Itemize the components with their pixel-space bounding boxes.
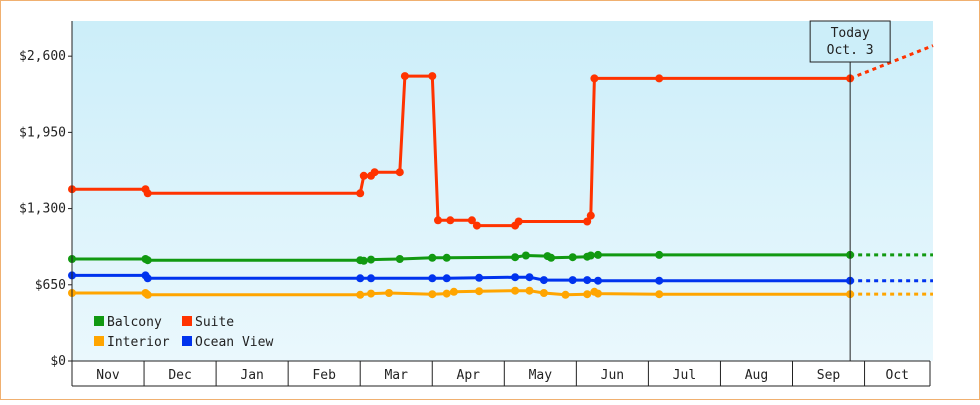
ocean-view-series-line [72,273,851,283]
x-tick-label: Mar [384,368,408,383]
today-date-label: Oct. 3 [827,43,874,58]
ocean-view-data-point[interactable] [539,276,548,285]
balcony-data-point[interactable] [442,253,451,262]
interior-data-point[interactable] [449,287,458,296]
x-tick-label: May [529,368,553,383]
suite-data-point[interactable] [370,168,379,177]
balcony-data-point[interactable] [428,253,437,262]
suite-data-point[interactable] [400,72,409,81]
balcony-data-point[interactable] [521,251,530,260]
interior-data-point[interactable] [594,289,602,298]
ocean-view-data-point[interactable] [143,274,152,283]
suite-data-point[interactable] [359,171,368,180]
legend-label-interior[interactable]: Interior [107,335,170,350]
ocean-view-data-point[interactable] [367,274,375,283]
legend-swatch-balcony [94,316,104,326]
x-tick-label: Jun [601,368,624,383]
plot-area [72,21,933,361]
balcony-data-point[interactable] [655,250,664,259]
interior-data-point[interactable] [583,290,592,299]
legend-label-balcony[interactable]: Balcony [107,315,162,330]
suite-data-point[interactable] [446,216,455,225]
interior-data-point[interactable] [655,290,664,299]
legend-swatch-interior [94,336,104,346]
ocean-view-data-point[interactable] [428,274,437,283]
suite-data-point[interactable] [472,221,481,230]
legend-swatch-ocean-view [182,336,192,346]
today-label: Today [831,26,870,41]
suite-data-point[interactable] [514,217,523,226]
interior-data-point[interactable] [539,289,548,297]
y-tick-label: $650 [35,278,66,293]
x-tick-label: Nov [96,368,120,383]
x-tick-label: Oct [886,368,909,383]
suite-data-point[interactable] [583,217,592,226]
balcony-data-point[interactable] [511,253,520,262]
interior-data-point[interactable] [356,290,365,299]
y-tick-label: $1,300 [19,202,66,217]
suite-data-point[interactable] [590,74,599,83]
interior-data-point[interactable] [442,289,451,298]
ocean-view-data-point[interactable] [583,276,592,285]
ocean-view-data-point[interactable] [442,274,451,283]
y-tick-label: $2,600 [19,49,66,64]
suite-data-point[interactable] [395,168,404,177]
ocean-view-data-point[interactable] [475,273,484,282]
ocean-view-data-point[interactable] [594,276,602,285]
x-tick-label: Sep [817,368,841,383]
y-tick-label: $0 [50,354,66,369]
ocean-view-data-point[interactable] [525,273,534,282]
suite-data-point[interactable] [143,189,152,198]
x-tick-label: Jul [673,368,696,383]
suite-projection-line [849,44,934,80]
y-tick-label: $1,950 [19,125,66,140]
axis-layer: $0 $650 $1,300 $1,950 $2,600 Nov Dec Jan Feb Mar A… [19,21,931,387]
balcony-data-point[interactable] [586,251,595,260]
interior-data-point[interactable] [511,286,520,295]
ocean-view-data-point[interactable] [655,276,664,285]
balcony-data-point[interactable] [367,255,375,264]
legend-label-suite[interactable]: Suite [195,315,234,330]
today-box [809,20,891,63]
ocean-view-data-point[interactable] [511,273,520,282]
ocean-view-data-point[interactable] [356,274,365,283]
balcony-data-point[interactable] [594,250,602,259]
x-tick-label: Jan [240,368,263,383]
interior-data-point[interactable] [475,287,484,296]
legend-swatch-suite [182,316,192,326]
interior-data-point[interactable] [525,286,534,295]
x-tick-label: Dec [168,368,191,383]
balcony-data-point[interactable] [395,255,404,263]
today-marker: Today Oct. 3 [809,20,891,361]
interior-data-point[interactable] [143,290,152,299]
suite-data-point[interactable] [467,216,476,225]
balcony-data-point[interactable] [568,253,577,262]
interior-data-point[interactable] [385,289,393,297]
suite-data-point[interactable] [655,74,664,83]
interior-data-point[interactable] [367,289,375,298]
suite-data-point[interactable] [428,72,437,81]
legend: Balcony Suite Interior Ocean View [94,315,273,350]
suite-data-point[interactable] [434,216,442,225]
interior-data-point[interactable] [561,290,570,299]
suite-data-point[interactable] [586,211,595,220]
x-tick-label: Apr [457,368,481,383]
x-tick-label: Aug [745,368,768,383]
balcony-data-point[interactable] [143,256,152,265]
balcony-data-point[interactable] [359,256,368,265]
legend-label-ocean-view[interactable]: Ocean View [195,335,273,350]
ocean-view-data-point[interactable] [568,276,577,285]
series-layer [68,44,934,299]
interior-data-point[interactable] [428,290,437,299]
balcony-data-point[interactable] [547,253,556,262]
suite-data-point[interactable] [356,189,365,198]
x-tick-label: Feb [312,368,336,383]
